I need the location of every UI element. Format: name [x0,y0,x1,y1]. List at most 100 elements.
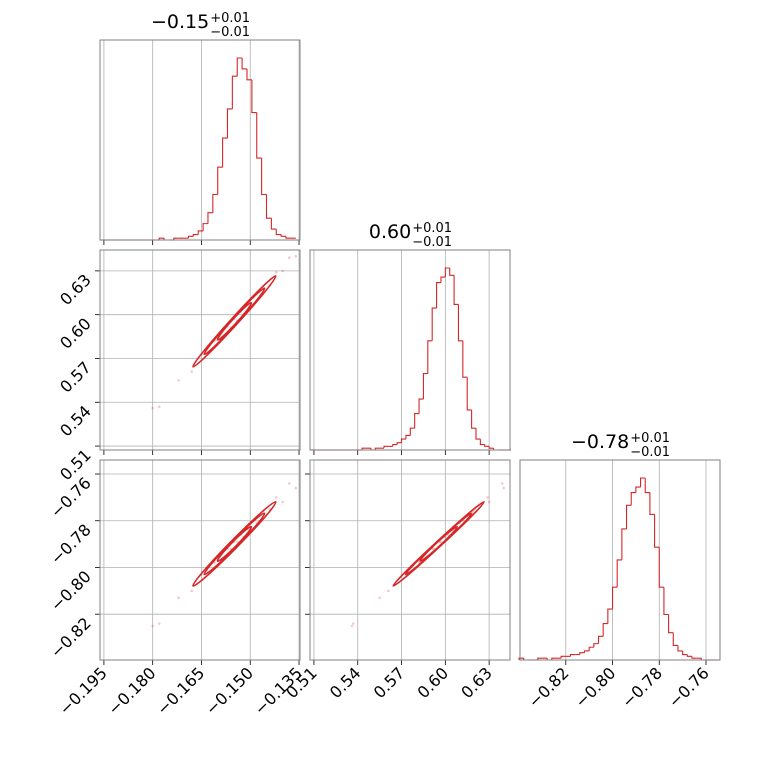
histogram-step [396,442,402,445]
histogram-step [466,377,472,411]
panel-title: −0.78 [571,431,629,453]
sample-point [281,269,285,273]
histogram-step [418,398,424,414]
sample-point [439,540,443,544]
panel [99,39,301,245]
sample-point [190,370,194,373]
histogram-step [222,137,228,168]
histogram-step [409,427,415,436]
histogram-step [686,654,692,657]
sample-point [151,406,154,410]
x-tick-label: −0.82 [525,663,573,711]
histogram-step [569,653,576,657]
sample-point [352,622,355,625]
histogram-step [285,236,291,239]
histogram-step [488,446,494,449]
sample-point [294,486,298,490]
panel: −0.82−0.80−0.78−0.76 [518,459,721,711]
x-tick-label: −0.165 [153,663,208,718]
panel-frame [99,39,301,241]
panel-frame [309,459,511,661]
histogram-step [677,645,683,652]
histogram-step [280,234,287,237]
x-tick-label: 0.57 [370,663,409,702]
x-tick-label: 0.54 [326,663,365,702]
histogram-step [475,428,481,440]
histogram-step [537,657,543,660]
sample-point [274,271,278,274]
sample-point [487,500,491,504]
histogram-step [251,79,257,114]
histogram-step [400,438,406,443]
x-tick-label: −0.195 [55,663,110,718]
histogram-step [241,58,247,70]
histogram-step [518,657,524,660]
panel-title: −0.15 [151,11,209,33]
histogram-step [236,57,243,77]
histogram-step [187,235,194,239]
histogram-step [471,409,476,429]
histogram-step [436,282,441,309]
sample-point [274,496,278,499]
x-tick-label: −0.150 [202,663,257,718]
histogram-step [444,267,450,278]
panel-frame [519,459,721,661]
histogram-step [414,413,420,429]
sample-point [502,486,506,490]
sample-point [432,547,435,551]
histogram-step [173,237,179,240]
histogram-step [560,655,566,659]
x-tick-label: −0.76 [665,663,713,711]
histogram-step [427,340,433,374]
sample-point [486,496,489,499]
x-tick-label: −0.78 [618,663,666,711]
histogram-step [405,434,411,440]
histogram-step [654,514,660,548]
contour [216,301,253,341]
panel-title: 0.60 [369,221,411,243]
x-tick-label: 0.63 [457,663,496,702]
histogram-step [611,586,618,610]
histogram-step [270,218,277,230]
title-plus: +0.01 [630,431,670,446]
histogram-step [607,608,613,624]
contour [216,525,253,563]
histogram-step [649,492,655,515]
y-tick-label: 0.63 [56,270,95,309]
histogram-step [217,166,223,195]
histogram-step [691,656,697,659]
panel-frame [99,459,301,661]
histogram-step [265,194,272,219]
histogram-step [431,307,437,341]
histogram-step [621,528,627,560]
contour [392,500,485,587]
histogram-step [449,268,455,276]
histogram-step [207,212,213,224]
x-tick-label: −0.80 [571,663,619,711]
histogram-step [682,650,688,656]
y-tick-label: 0.57 [56,358,95,397]
contour [203,287,266,356]
histogram-step [663,587,669,616]
histogram-step [588,646,594,651]
histogram-step [212,193,218,213]
histogram-step [484,444,490,447]
histogram-step [635,486,641,493]
x-tick-label: −0.180 [104,663,159,718]
histogram-step [422,373,428,400]
histogram-step [640,477,646,488]
sample-point [235,540,239,544]
sample-point [387,589,390,593]
y-tick-label: 0.60 [56,314,95,353]
histogram-step [374,447,380,450]
histogram-step [479,439,485,446]
sample-point [378,596,381,600]
sample-point [287,256,291,260]
histogram-step [361,447,367,450]
title-minus: −0.01 [412,235,452,250]
histogram-step [579,652,585,655]
histogram-step [256,112,262,159]
histogram-step [630,492,636,506]
histogram-step [226,108,233,139]
